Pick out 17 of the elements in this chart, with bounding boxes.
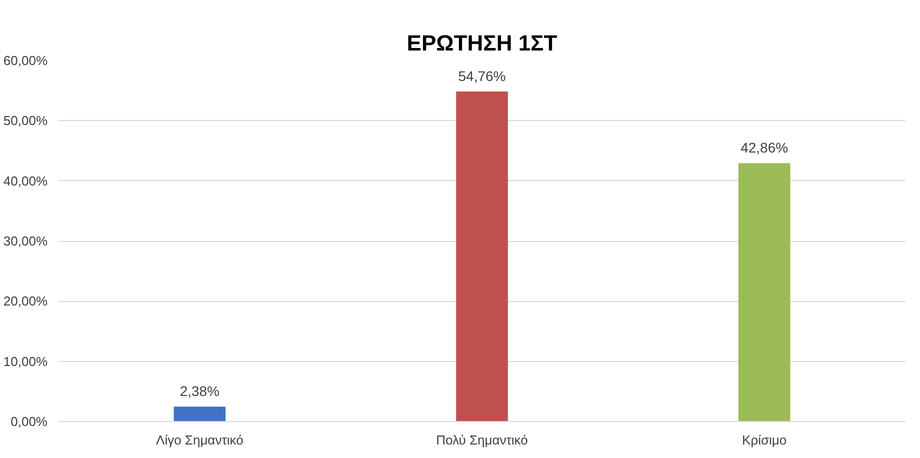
- x-tick-label: Πολύ Σημαντικό: [436, 432, 528, 448]
- x-tick-label: Κρίσιμο: [742, 432, 787, 448]
- data-label: 2,38%: [180, 383, 220, 400]
- bar: [738, 163, 790, 422]
- y-tick-label: 0,00%: [10, 414, 48, 429]
- y-tick-label: 20,00%: [3, 294, 48, 309]
- chart-title: ΕΡΩΤΗΣΗ 1ΣΤ: [406, 30, 558, 56]
- y-tick-label: 40,00%: [3, 173, 48, 188]
- x-tick-label: Λίγο Σημαντικό: [156, 432, 244, 448]
- bar: [174, 406, 226, 422]
- y-tick-label: 60,00%: [3, 53, 48, 68]
- y-tick-label: 10,00%: [3, 354, 48, 369]
- y-tick-label: 50,00%: [3, 113, 48, 128]
- data-label: 54,76%: [458, 68, 506, 84]
- y-tick-label: 30,00%: [3, 234, 48, 248]
- bar: [456, 92, 508, 422]
- data-label: 42,86%: [740, 140, 788, 156]
